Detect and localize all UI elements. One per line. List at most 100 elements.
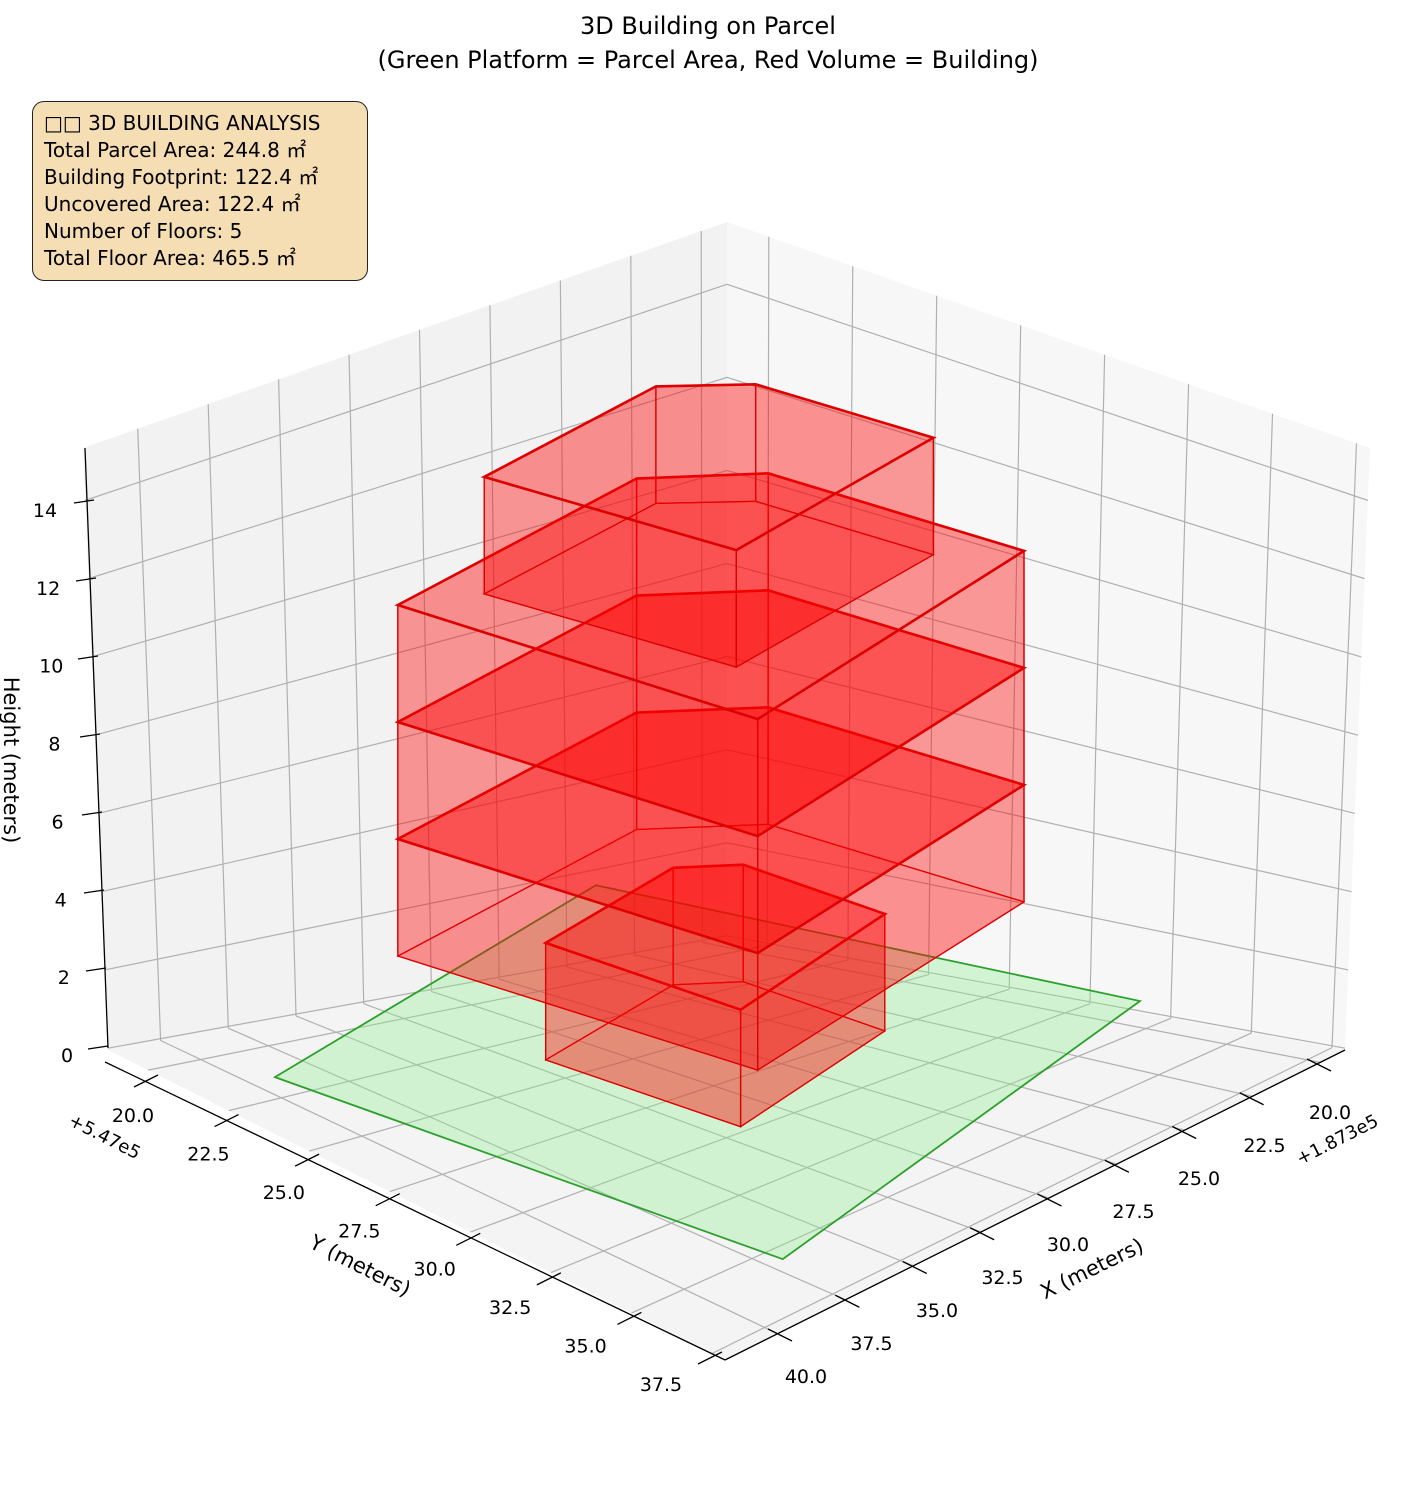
y-tick-mark [455, 1232, 481, 1246]
floor-gridline-y [147, 944, 768, 1071]
floor-gridline-x [702, 941, 1321, 1063]
info-total-parcel-area: Total Parcel Area: 244.8 ㎡ [44, 138, 307, 162]
floor-gridline-x [566, 966, 1185, 1131]
chart-marks [272, 383, 1143, 1261]
z-axis-line [84, 447, 109, 1049]
right-pane-gridline-z [726, 469, 1362, 658]
x-tick-label: 30.0 [1047, 1234, 1089, 1256]
info-uncovered-area: Uncovered Area: 122.4 ㎡ [44, 192, 301, 216]
right-pane-gridline-z [726, 749, 1352, 893]
y-tick-label: 37.5 [640, 1374, 682, 1396]
grid-lines [84, 231, 1369, 1355]
z-tick-mark [73, 499, 95, 504]
left-pane-gridline-z [101, 749, 728, 893]
right-pane-gridline-y [847, 266, 854, 960]
left-pane-gridline-z [91, 469, 728, 658]
floor-5-top-face [480, 383, 937, 552]
right-pane-gridline-z [726, 935, 1346, 1049]
z-tick-label: 0 [61, 1045, 73, 1067]
left-pane-gridline-x [700, 231, 703, 943]
z-tick-label: 2 [58, 967, 70, 989]
chart-title: 3D Building on Parcel [580, 12, 836, 40]
floor-gridline-y [228, 959, 849, 1112]
y-tick-mark [375, 1193, 401, 1207]
floor-pane [108, 938, 1345, 1360]
z-tick-label: 8 [48, 734, 60, 756]
x-tick-label: 22.5 [1243, 1135, 1285, 1157]
right-pane-gridline-z [726, 842, 1349, 971]
parcel-platform [272, 884, 1143, 1261]
x-tick-label: 40.0 [785, 1366, 827, 1388]
x-tick-label: 32.5 [981, 1267, 1023, 1289]
x-tick-mark [969, 1227, 995, 1241]
left-pane-gridline-z [84, 283, 728, 501]
floor-gridline-y [550, 1017, 1171, 1274]
info-number-of-floors: Number of Floors: 5 [44, 219, 243, 243]
floor-gridline-x [498, 978, 1117, 1165]
z-tick-mark [77, 655, 99, 660]
floor-gridline-y [631, 1032, 1252, 1314]
left-pane-gridline-x [278, 379, 297, 1016]
floor-gridline-y [309, 973, 929, 1152]
floor-gridline-x [228, 1027, 846, 1301]
y-tick-mark [536, 1272, 562, 1286]
right-pane-gridline-z [726, 283, 1369, 501]
x-tick-label: 27.5 [1112, 1201, 1154, 1223]
left-pane-gridline-x [489, 305, 500, 980]
z-tick-mark [81, 811, 103, 816]
right-pane-gridline-y [1089, 354, 1106, 1004]
info-total-floor-area: Total Floor Area: 465.5 ㎡ [44, 246, 296, 270]
right-pane-gridline-y [1331, 443, 1358, 1048]
x-tick-mark [1306, 1058, 1332, 1072]
right-pane-gridline-z [726, 562, 1359, 736]
x-tick-label: 35.0 [916, 1300, 958, 1322]
chart-subtitle: (Green Platform = Parcel Area, Red Volum… [377, 46, 1039, 74]
floor-gridline-y [711, 1047, 1333, 1355]
z-tick-label: 14 [33, 500, 57, 522]
x-tick-mark [1239, 1092, 1264, 1106]
floor-gridline-x [160, 1039, 778, 1335]
left-pane-gridline-z [94, 562, 728, 736]
analysis-info-box: □□ 3D BUILDING ANALYSIS Total Parcel Are… [32, 101, 368, 281]
left-pane-gridline-z [98, 656, 728, 814]
y-tick-mark [294, 1153, 320, 1167]
z-tick-label: 4 [55, 889, 67, 911]
y-tick-label: 20.0 [112, 1105, 154, 1127]
x-tick-mark [1037, 1193, 1062, 1207]
x-tick-mark [835, 1294, 860, 1308]
y-tick-label: 25.0 [263, 1182, 305, 1204]
y-tick-mark [697, 1351, 723, 1365]
y-tick-label: 30.0 [414, 1259, 456, 1281]
z-tick-label: 6 [52, 811, 64, 833]
z-tick-label: 12 [36, 578, 60, 600]
left-pane-gridline-z [88, 376, 728, 580]
x-tick-label: 20.0 [1309, 1102, 1351, 1124]
x-tick-mark [902, 1260, 928, 1275]
left-pane-gridline-x [418, 329, 433, 992]
axes-panes [83, 222, 1370, 1360]
right-pane-gridline-z [726, 656, 1355, 814]
x-tick-label: 37.5 [850, 1333, 892, 1355]
right-pane [727, 222, 1370, 1050]
left-pane-gridline-x [630, 255, 636, 955]
y-tick-mark [617, 1311, 642, 1326]
floor-1-top-face [542, 863, 888, 1012]
z-axis-title: Height (meters) [0, 677, 23, 844]
x-tick-mark [767, 1328, 793, 1342]
y-tick-mark [214, 1113, 239, 1128]
z-tick-label: 10 [39, 656, 63, 678]
right-pane-gridline-z [726, 376, 1365, 580]
z-tick-mark [85, 967, 107, 972]
y-axis-line [104, 1061, 726, 1361]
x-axis-line [724, 1049, 1346, 1361]
left-pane-gridline-z [104, 842, 728, 971]
floor-gridline-x [363, 1003, 982, 1233]
z-tick-mark [87, 1045, 109, 1050]
floor-gridline-y [389, 988, 1010, 1193]
right-pane-gridline-y [1170, 384, 1190, 1019]
right-pane-gridline-y [1008, 325, 1022, 990]
z-tick-mark [79, 733, 101, 738]
info-building-footprint: Building Footprint: 122.4 ㎡ [44, 165, 319, 189]
x-tick-mark [1104, 1159, 1130, 1173]
